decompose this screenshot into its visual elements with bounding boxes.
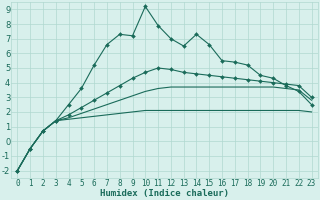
X-axis label: Humidex (Indice chaleur): Humidex (Indice chaleur) [100, 189, 229, 198]
